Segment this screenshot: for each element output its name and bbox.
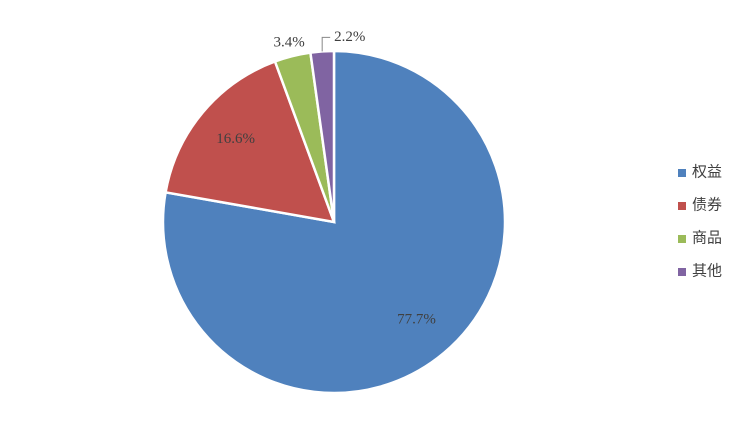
legend-marker xyxy=(678,169,686,177)
pie-slice xyxy=(309,49,336,223)
data-label: 77.7% xyxy=(397,312,436,328)
legend-label: 债券 xyxy=(692,196,722,213)
data-label: 2.2% xyxy=(334,29,365,45)
legend-marker xyxy=(678,268,686,276)
legend-label: 商品 xyxy=(692,229,722,246)
leader-line xyxy=(321,36,331,52)
legend-label: 权益 xyxy=(692,163,722,180)
pie-slice xyxy=(164,59,336,224)
legend-marker xyxy=(678,235,686,243)
legend-marker xyxy=(678,202,686,210)
legend-label: 其他 xyxy=(692,262,722,279)
data-label: 16.6% xyxy=(216,131,255,147)
data-label: 3.4% xyxy=(274,34,305,50)
